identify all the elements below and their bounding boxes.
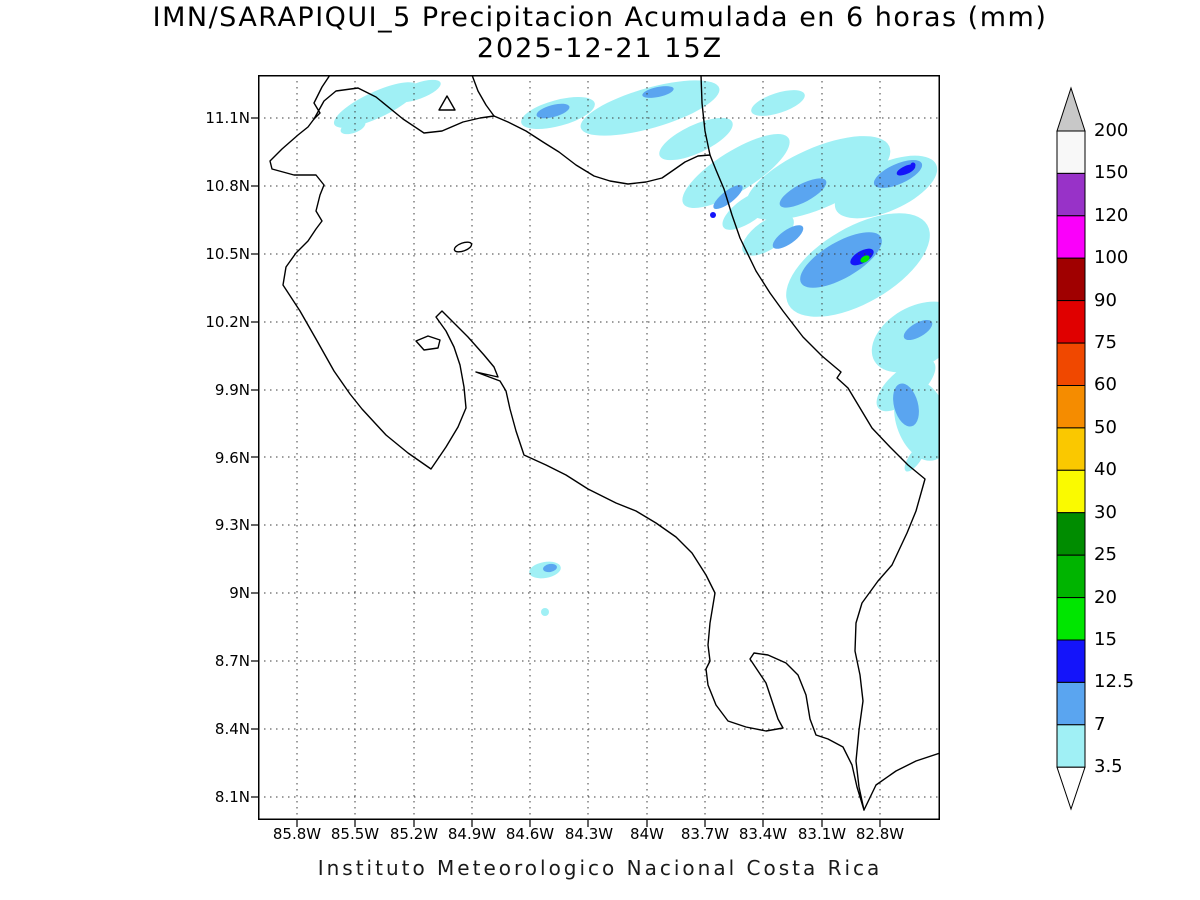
colorbar-label: 40 [1094,459,1117,480]
lake-arenal [453,241,473,253]
coast-nicaragua-pacific [313,75,331,120]
colorbar-label: 20 [1094,587,1117,608]
colorbar-segment [1056,724,1086,768]
colorbar-segment [1056,257,1086,302]
lon-label: 84W [630,825,664,843]
colorbar-label: 3.5 [1094,756,1123,777]
colorbar-label: 7 [1094,714,1106,735]
colorbar-segment [1056,681,1086,726]
lon-label: 83.1W [797,825,847,843]
coastline-costa-rica [269,75,940,811]
lon-label: 84.9W [447,825,497,843]
colorbar-segment [1056,172,1086,217]
island-chira [415,335,441,351]
colorbar-segment [1056,597,1086,641]
chart-title: IMN/SARAPIQUI_5 Precipitacion Acumulada … [152,2,1048,33]
colorbar-segment [1056,512,1086,556]
precip-shading-12p5-15mm [710,162,916,266]
colorbar-segment [1056,639,1086,683]
coast-nicaragua-caribbean [700,75,711,156]
island-ometepe [438,95,456,111]
colorbar-segment [1056,469,1086,514]
colorbar-segment [1056,130,1086,174]
lon-label: 82.8W [855,825,905,843]
map-canvas [251,75,940,827]
chart-subtitle: 2025-12-21 15Z [476,33,724,64]
lat-label: 10.8N [205,177,250,195]
colorbar-label: 200 [1094,120,1129,141]
colorbar-segment [1056,554,1086,599]
colorbar-label: 75 [1094,332,1117,353]
lat-label: 8.4N [214,720,250,738]
lat-label: 9N [229,584,250,602]
lat-label: 9.6N [214,449,250,467]
colorbar-label: 150 [1094,162,1129,183]
colorbar-label: 120 [1094,205,1129,226]
lat-label: 9.9N [214,381,250,399]
colorbar-segment [1056,300,1086,344]
colorbar-label: 15 [1094,629,1117,650]
colorbar-segment [1056,215,1086,259]
attribution-footer: Instituto Meteorologico Nacional Costa R… [317,856,883,880]
coast-panama-pacific [863,752,940,811]
colorbar-segment [1056,385,1086,429]
coast-mainland-outline [269,87,926,811]
colorbar-label: 12.5 [1094,671,1135,692]
map-frame [258,75,940,820]
lat-label: 8.1N [214,788,250,806]
colorbar-arrow-bottom [1056,766,1086,811]
lon-label: 83.4W [738,825,788,843]
lon-label: 84.3W [564,825,614,843]
lat-label: 10.5N [205,245,250,263]
lon-label: 85.5W [330,825,380,843]
colorbar-label: 30 [1094,502,1117,523]
lon-label: 84.6W [505,825,555,843]
colorbar-label: 60 [1094,374,1117,395]
precip-shading-3p5-7mm [333,79,940,616]
lat-label: 9.3N [214,516,250,534]
lat-label: 11.1N [205,109,250,127]
coast-lake-nicaragua-shore [471,75,495,117]
lon-label: 83.7W [680,825,730,843]
axis-ticks [251,117,881,827]
colorbar-label: 50 [1094,417,1117,438]
colorbar [1056,86,1086,811]
colorbar-label: 100 [1094,247,1129,268]
precip-shading-15-20mm [860,255,870,263]
colorbar-arrow-top [1056,86,1086,132]
colorbar-label: 90 [1094,290,1117,311]
lon-label: 85.2W [389,825,439,843]
lat-label: 10.2N [205,313,250,331]
lon-label: 85.8W [272,825,322,843]
colorbar-segment [1056,427,1086,471]
latlon-grid [258,75,940,820]
colorbar-segment [1056,342,1086,387]
colorbar-label: 25 [1094,544,1117,565]
lat-label: 8.7N [214,652,250,670]
